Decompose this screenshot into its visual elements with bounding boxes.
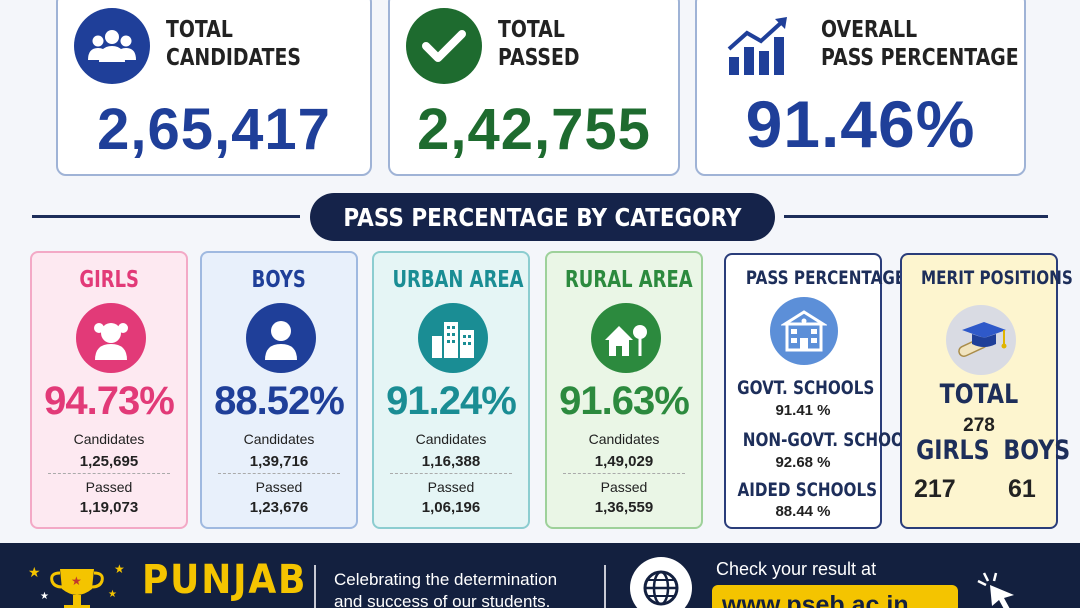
svg-text:★: ★ xyxy=(40,591,49,602)
category-title: RURAL AREA xyxy=(564,267,693,293)
cursor-click-icon xyxy=(974,571,1024,608)
footer-brand: PUNJAB xyxy=(142,557,308,603)
passed-label: Passed xyxy=(427,479,475,495)
divider xyxy=(563,473,685,474)
bar-chart-up-icon xyxy=(721,8,797,84)
school-type-value: 92.68 % xyxy=(775,454,831,471)
overall-pass-value: 91.46% xyxy=(745,87,976,161)
merit-girls-value: 217 xyxy=(914,475,956,503)
total-candidates-label-2: CANDIDATES xyxy=(166,45,302,71)
category-card-urban: URBAN AREA 91.24% Candidates 1,16,388 Pa… xyxy=(372,251,530,529)
merit-boys-label: BOYS xyxy=(1003,435,1071,466)
checkmark-icon xyxy=(406,8,482,84)
result-url-link[interactable]: www.pseb.ac.in xyxy=(712,585,958,608)
category-title: URBAN AREA xyxy=(392,267,524,293)
passed-value: 1,19,073 xyxy=(79,499,139,516)
passed-label: Passed xyxy=(600,479,648,495)
category-pct: 94.73% xyxy=(44,379,175,423)
passed-value: 1,06,196 xyxy=(421,499,481,516)
candidates-value: 1,16,388 xyxy=(421,453,481,470)
divider xyxy=(218,473,340,474)
passed-value: 1,23,676 xyxy=(249,499,309,516)
footer: ★ ★ ★ ★ ★ PUNJAB Celebrating the determi… xyxy=(0,543,1080,608)
total-candidates-label-1: TOTAL xyxy=(166,17,233,43)
overall-pass-label-1: OVERALL xyxy=(821,17,918,43)
candidates-value: 1,39,716 xyxy=(249,453,309,470)
category-card-girls: GIRLS 94.73% Candidates 1,25,695 Passed … xyxy=(30,251,188,529)
svg-text:★: ★ xyxy=(108,589,117,600)
passed-label: Passed xyxy=(255,479,303,495)
total-candidates-card: TOTAL CANDIDATES 2,65,417 xyxy=(56,0,372,176)
boy-icon xyxy=(246,303,316,373)
school-type-name: GOVT. SCHOOLS xyxy=(737,377,875,399)
total-passed-label-2: PASSED xyxy=(498,45,580,71)
school-building-icon xyxy=(770,297,838,365)
footer-separator xyxy=(314,565,316,608)
globe-icon xyxy=(630,557,692,608)
merit-boys-value: 61 xyxy=(1008,475,1036,503)
passed-label: Passed xyxy=(85,479,133,495)
candidates-label: Candidates xyxy=(73,431,145,447)
passed-value: 1,36,559 xyxy=(594,499,654,516)
merit-total-label: TOTAL xyxy=(939,379,1019,410)
category-pct: 91.63% xyxy=(559,379,690,423)
merit-total-value: 278 xyxy=(963,415,995,436)
footer-slogan-line1: Celebrating the determination xyxy=(334,570,558,589)
merit-girls-label: GIRLS xyxy=(916,435,990,466)
overall-pass-card: OVERALL PASS PERCENTAGE 91.46% xyxy=(695,0,1026,176)
trophy-icon: ★ ★ ★ ★ ★ xyxy=(22,553,132,608)
category-title: GIRLS xyxy=(79,267,139,293)
school-type-value: 91.41 % xyxy=(775,402,831,419)
divider xyxy=(48,473,170,474)
footer-check-label: Check your result at xyxy=(716,559,877,579)
overall-pass-label-2: PASS PERCENTAGE xyxy=(821,45,1019,71)
svg-text:★: ★ xyxy=(28,565,41,581)
total-passed-value: 2,42,755 xyxy=(417,97,651,162)
svg-text:★: ★ xyxy=(71,574,82,588)
category-card-rural: RURAL AREA 91.63% Candidates 1,49,029 Pa… xyxy=(545,251,703,529)
school-card-title: PASS PERCENTAGE xyxy=(745,267,906,289)
merit-card-title: MERIT POSITIONS xyxy=(920,267,1073,289)
total-passed-card: TOTAL PASSED 2,42,755 xyxy=(388,0,680,176)
svg-text:★: ★ xyxy=(114,562,125,576)
category-card-boys: BOYS 88.52% Candidates 1,39,716 Passed 1… xyxy=(200,251,358,529)
footer-separator xyxy=(604,565,606,608)
candidates-label: Candidates xyxy=(588,431,660,447)
category-pct: 88.52% xyxy=(214,379,345,423)
girl-icon xyxy=(76,303,146,373)
city-buildings-icon xyxy=(418,303,488,373)
banner-title: PASS PERCENTAGE BY CATEGORY xyxy=(343,202,742,232)
total-candidates-value: 2,65,417 xyxy=(97,97,331,162)
footer-slogan-line2: and success of our students. xyxy=(334,592,551,608)
graduation-cap-diploma-icon xyxy=(946,305,1016,375)
school-type-value: 88.44 % xyxy=(775,503,831,520)
category-banner: PASS PERCENTAGE BY CATEGORY xyxy=(310,193,775,241)
category-pct: 91.24% xyxy=(386,379,517,423)
banner-line-left xyxy=(32,215,300,218)
candidates-label: Candidates xyxy=(415,431,487,447)
banner-line-right xyxy=(784,215,1048,218)
school-type-name: NON-GOVT. SCHOOLS xyxy=(742,429,925,451)
candidates-value: 1,25,695 xyxy=(79,453,139,470)
candidates-label: Candidates xyxy=(243,431,315,447)
total-passed-label-1: TOTAL xyxy=(498,17,565,43)
village-house-icon xyxy=(591,303,661,373)
school-type-name: AIDED SCHOOLS xyxy=(737,479,878,501)
candidates-value: 1,49,029 xyxy=(594,453,654,470)
school-type-card: PASS PERCENTAGE GOVT. SCHOOLS 91.41 % NO… xyxy=(724,253,925,529)
divider xyxy=(390,473,512,474)
users-icon xyxy=(74,8,150,84)
merit-positions-card: MERIT POSITIONS TOTAL 278 GIRLS BOYS 217… xyxy=(900,253,1073,529)
category-title: BOYS xyxy=(251,267,307,293)
